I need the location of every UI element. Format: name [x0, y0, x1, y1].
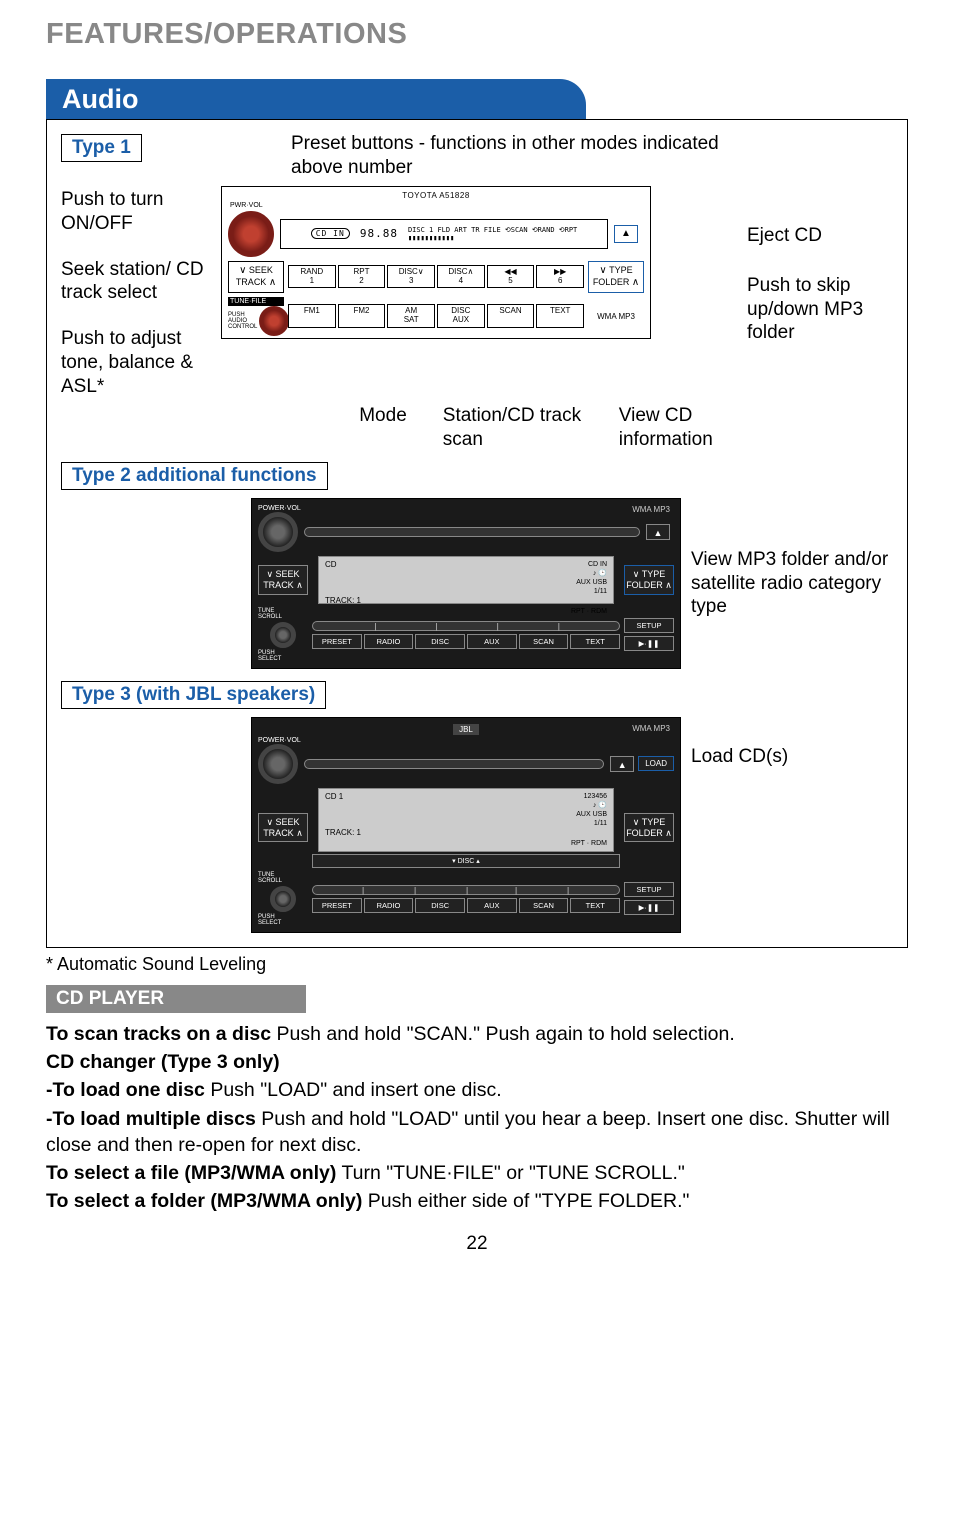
eject-icon: ▲: [621, 228, 631, 239]
callout-mode: Mode: [359, 404, 407, 452]
wma-mp3-label: WMA MP3: [632, 724, 670, 733]
type1-label: Type 1: [61, 134, 142, 162]
btn-text[interactable]: TEXT: [570, 898, 620, 913]
pwr-vol-label: POWER·VOL: [258, 505, 674, 512]
tune-scroll-knob[interactable]: [270, 886, 296, 912]
mode-disc-aux[interactable]: DISC AUX: [437, 304, 485, 328]
type-folder-button[interactable]: ∨ TYPE FOLDER ∧: [588, 261, 644, 293]
power-volume-knob[interactable]: [228, 211, 274, 257]
callout-seek: Seek station/ CD track select: [61, 258, 221, 306]
callout-onoff: Push to turn ON/OFF: [61, 188, 221, 236]
power-volume-knob[interactable]: [258, 744, 298, 784]
mode-fm1[interactable]: FM1: [288, 304, 336, 328]
btn-aux[interactable]: AUX: [467, 898, 517, 913]
mode-fm2[interactable]: FM2: [338, 304, 386, 328]
diagram-box: Type 1 Push to turn ON/OFF Seek station/…: [46, 119, 908, 948]
type2-label: Type 2 additional functions: [61, 462, 328, 490]
preset-1[interactable]: RAND1: [288, 265, 336, 289]
page-title: FEATURES/OPERATIONS: [46, 18, 908, 51]
mode-scan[interactable]: SCAN: [487, 304, 535, 328]
load-button[interactable]: LOAD: [638, 756, 674, 771]
preset-6[interactable]: ▶▶6: [536, 265, 584, 289]
jbl-badge: JBL: [453, 724, 479, 735]
cd-player-header: CD PLAYER: [46, 985, 306, 1013]
btn-scan[interactable]: SCAN: [519, 634, 569, 649]
radio-type1: TOYOTA A51828 PWR·VOL CD IN 98.88 DISC 1…: [221, 186, 651, 339]
btn-setup[interactable]: SETUP: [624, 882, 674, 897]
tune-file-knob[interactable]: [259, 306, 289, 336]
power-volume-knob[interactable]: [258, 512, 298, 552]
radio-type3: WMA MP3 JBL POWER·VOL ▲ LOAD ∨ SEEK TRAC…: [251, 717, 681, 933]
preset-5[interactable]: ◀◀5: [487, 265, 535, 289]
pwr-vol-label: PWR·VOL: [222, 202, 650, 209]
btn-preset[interactable]: PRESET: [312, 898, 362, 913]
footnote: * Automatic Sound Leveling: [46, 954, 908, 975]
type-folder-button[interactable]: ∨ TYPE FOLDER ∧: [624, 813, 674, 843]
mode-text[interactable]: TEXT: [536, 304, 584, 328]
seek-track-button[interactable]: ∨ SEEK TRACK ∧: [258, 813, 308, 843]
btn-playpause[interactable]: ▶·❚❚: [624, 900, 674, 915]
btn-aux[interactable]: AUX: [467, 634, 517, 649]
callout-eject: Eject CD: [747, 224, 897, 248]
eject-button[interactable]: ▲: [614, 225, 638, 243]
display-screen: CD CD IN ♪ 🕒 AUX USB 1/11 TRACK: 1 RPT ·…: [318, 556, 614, 604]
btn-preset[interactable]: PRESET: [312, 634, 362, 649]
wma-mp3-label: WMA MP3: [632, 505, 670, 514]
btn-text[interactable]: TEXT: [570, 634, 620, 649]
push-select-label: PUSH SELECT: [258, 650, 308, 662]
radio-brand: TOYOTA A51828: [222, 187, 650, 202]
btn-radio[interactable]: RADIO: [364, 634, 414, 649]
push-select-label: PUSH SELECT: [258, 914, 308, 926]
page-number: 22: [46, 1233, 908, 1255]
radio-type2: WMA MP3 POWER·VOL ▲ ∨ SEEK TRACK ∧ CD CD…: [251, 498, 681, 669]
wma-mp3-label: WMA MP3: [588, 312, 644, 321]
btn-playpause[interactable]: ▶·❚❚: [624, 636, 674, 651]
btn-disc[interactable]: DISC: [415, 634, 465, 649]
eject-button[interactable]: ▲: [610, 756, 634, 772]
callout-type2: View MP3 folder and/or satellite radio c…: [691, 548, 897, 619]
btn-setup[interactable]: SETUP: [624, 618, 674, 633]
btn-scan[interactable]: SCAN: [519, 898, 569, 913]
callout-tone: Push to adjust tone, balance & ASL*: [61, 327, 221, 398]
display-screen: CD 1 123456 ♪ 🕒 AUX USB 1/11 TRACK: 1 RP…: [318, 788, 614, 852]
tune-scroll-knob[interactable]: [270, 622, 296, 648]
lcd-display: CD IN 98.88 DISC 1 FLD ART TR FILE ⟲SCAN…: [280, 219, 608, 249]
eject-button[interactable]: ▲: [646, 524, 670, 540]
btn-disc[interactable]: DISC: [415, 898, 465, 913]
push-audio-label: PUSH AUDIO CONTROL: [228, 312, 257, 330]
audio-section-tab: Audio: [46, 79, 586, 119]
callout-scan: Station/CD track scan: [443, 404, 583, 452]
preset-2[interactable]: RPT2: [338, 265, 386, 289]
pwr-vol-label: POWER·VOL: [258, 737, 674, 744]
tune-scroll-label: TUNE SCROLL: [258, 872, 308, 884]
callout-presets: Preset buttons - functions in other mode…: [221, 132, 747, 180]
cd-player-body: To scan tracks on a disc Push and hold "…: [46, 1021, 908, 1215]
mode-am-sat[interactable]: AM SAT: [387, 304, 435, 328]
preset-3[interactable]: DISC∨3: [387, 265, 435, 289]
disc-up-down[interactable]: ▾ DISC ▴: [312, 854, 620, 868]
tune-scroll-label: TUNE SCROLL: [258, 608, 308, 620]
preset-4[interactable]: DISC∧4: [437, 265, 485, 289]
seek-track-button[interactable]: ∨ SEEK TRACK ∧: [258, 565, 308, 595]
btn-radio[interactable]: RADIO: [364, 898, 414, 913]
callout-type3: Load CD(s): [691, 745, 897, 769]
type-folder-button[interactable]: ∨ TYPE FOLDER ∧: [624, 565, 674, 595]
seek-track-button[interactable]: ∨ SEEK TRACK ∧: [228, 261, 284, 293]
tune-file-label: TUNE·FILE: [228, 297, 284, 306]
callout-viewcd: View CD information: [619, 404, 759, 452]
type3-label: Type 3 (with JBL speakers): [61, 681, 326, 709]
callout-skip: Push to skip up/down MP3 folder: [747, 274, 897, 345]
